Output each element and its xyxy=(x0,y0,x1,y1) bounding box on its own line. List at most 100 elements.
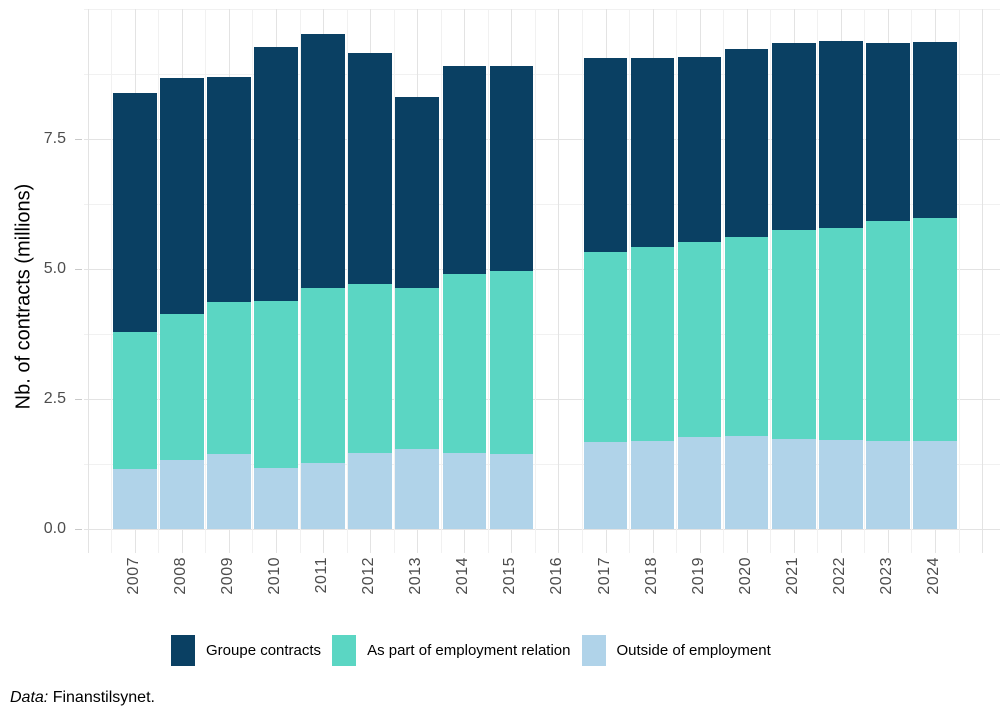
bar-2014 xyxy=(442,66,487,529)
x-tick-label-2011: 2011 xyxy=(313,557,331,594)
bar-segment-2015 xyxy=(489,270,534,455)
gridline-minor-x xyxy=(299,9,301,553)
bar-segment-2011 xyxy=(301,463,345,529)
caption-text: Finanstilsynet. xyxy=(48,689,155,706)
bar-2018 xyxy=(630,58,675,529)
x-tick-label-2016: 2016 xyxy=(548,557,566,595)
bar-segment-2012 xyxy=(348,453,392,529)
bar-segment-2014 xyxy=(442,274,487,453)
bar-segment-2011 xyxy=(301,34,345,289)
x-tick-label-2008: 2008 xyxy=(171,557,189,595)
y-tick-mark xyxy=(75,398,82,400)
bar-segment-2019 xyxy=(677,437,722,529)
legend-key-swatch xyxy=(332,635,357,666)
bar-segment-2007 xyxy=(113,469,157,529)
x-tick-label-2019: 2019 xyxy=(689,557,707,595)
bar-segment-2023 xyxy=(866,221,910,441)
bar-segment-2010 xyxy=(254,301,298,469)
bar-2009 xyxy=(207,76,251,529)
bar-segment-2008 xyxy=(160,459,204,529)
bar-2017 xyxy=(583,58,628,529)
bar-segment-2017 xyxy=(583,251,628,443)
bar-segment-2021 xyxy=(772,230,816,440)
bar-segment-2009 xyxy=(207,454,251,529)
legend-label: Groupe contracts xyxy=(206,642,322,659)
gridline-major-y xyxy=(84,139,1000,140)
legend: Groupe contracts As part of employment re… xyxy=(171,635,771,666)
bar-segment-2022 xyxy=(819,41,863,228)
x-tick-label-2010: 2010 xyxy=(266,557,283,595)
bar-segment-2008 xyxy=(160,314,204,460)
gridline-minor-y xyxy=(84,74,1000,75)
bar-2019 xyxy=(677,56,722,529)
legend-item: Groupe contracts xyxy=(171,635,321,666)
gridline-major-y xyxy=(84,529,1000,530)
bar-segment-2017 xyxy=(583,442,628,529)
y-tick-label: 7.5 xyxy=(43,130,66,147)
bar-segment-2017 xyxy=(583,58,628,252)
caption-prefix: Data: xyxy=(10,689,49,706)
bar-segment-2010 xyxy=(254,47,298,302)
gridline-minor-x xyxy=(958,9,960,553)
bar-2024 xyxy=(913,41,957,529)
gridline-minor-x xyxy=(676,9,678,553)
bar-2012 xyxy=(348,52,392,529)
bar-segment-2015 xyxy=(489,454,534,529)
gridline-minor-x xyxy=(629,9,631,553)
x-tick-label-2017: 2017 xyxy=(595,557,613,595)
bar-segment-2010 xyxy=(254,468,298,529)
x-tick-label-2023: 2023 xyxy=(877,557,895,595)
gridline-major-y xyxy=(84,269,1000,270)
gridline-minor-x xyxy=(158,9,160,553)
legend-label: As part of employment relation xyxy=(367,642,571,659)
x-tick-label-2013: 2013 xyxy=(407,557,425,595)
bar-segment-2019 xyxy=(677,56,722,242)
bar-2021 xyxy=(772,43,816,529)
gridline-minor-x xyxy=(534,9,536,553)
y-tick-mark xyxy=(75,268,82,270)
gridline-minor-x xyxy=(252,9,254,553)
gridline-minor-x xyxy=(393,9,395,553)
bar-segment-2014 xyxy=(442,452,487,529)
caption: Data: Finanstilsynet. xyxy=(10,689,155,707)
gridline-minor-x xyxy=(864,9,866,553)
gridline-minor-x xyxy=(111,9,113,553)
bar-2020 xyxy=(724,49,769,529)
gridline-minor-x xyxy=(487,9,489,553)
bar-segment-2022 xyxy=(819,439,863,529)
bar-segment-2018 xyxy=(630,247,675,441)
bar-2010 xyxy=(254,47,298,529)
gridline-minor-x xyxy=(440,9,442,553)
legend-label: Outside of employment xyxy=(616,642,771,659)
legend-item: As part of employment relation xyxy=(332,635,571,666)
gridline-major-x xyxy=(982,9,984,553)
bar-segment-2007 xyxy=(113,331,157,470)
x-tick-label-2018: 2018 xyxy=(642,557,660,595)
bar-segment-2015 xyxy=(489,66,534,271)
x-tick-label-2021: 2021 xyxy=(783,557,801,595)
bar-2015 xyxy=(489,66,534,529)
gridline-major-x xyxy=(87,9,89,553)
y-tick-label: 2.5 xyxy=(43,390,66,407)
bar-segment-2013 xyxy=(395,96,439,289)
bar-2008 xyxy=(160,78,204,529)
bar-segment-2018 xyxy=(630,440,675,529)
gridline-minor-x xyxy=(346,9,348,553)
bar-2011 xyxy=(301,34,345,529)
bar-segment-2020 xyxy=(724,436,769,529)
y-tick-label: 5.0 xyxy=(43,260,66,277)
gridline-minor-x xyxy=(581,9,583,553)
bar-segment-2011 xyxy=(301,288,345,464)
bar-segment-2014 xyxy=(442,66,487,275)
x-tick-label-2022: 2022 xyxy=(830,557,848,595)
gridline-minor-x xyxy=(817,9,819,553)
gridline-minor-y xyxy=(84,464,1000,465)
bar-segment-2008 xyxy=(160,78,204,315)
bar-segment-2024 xyxy=(913,440,957,529)
bar-2022 xyxy=(819,41,863,529)
bar-2007 xyxy=(113,92,157,529)
y-axis-title: Nb. of contracts (millions) xyxy=(12,183,35,410)
y-tick-mark xyxy=(75,528,82,530)
bar-segment-2018 xyxy=(630,58,675,248)
